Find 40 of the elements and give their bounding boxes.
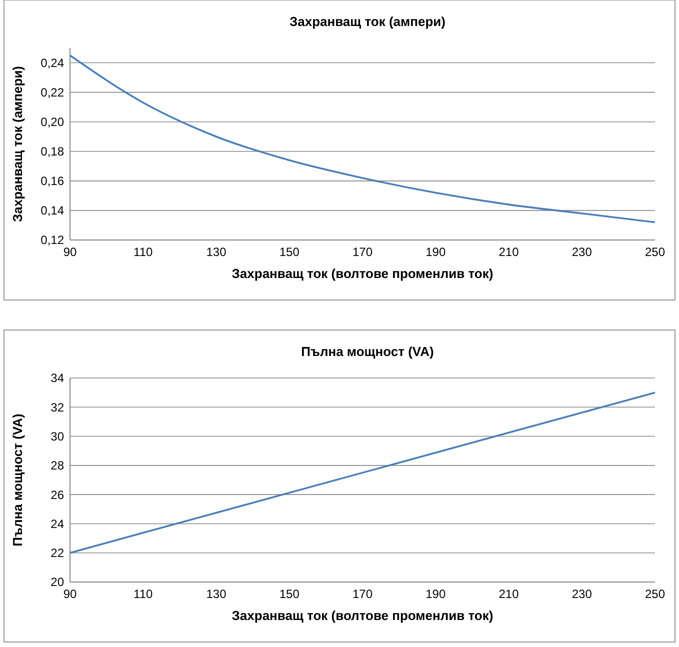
x-tick-label: 250 — [644, 587, 666, 601]
x-tick-label: 110 — [134, 245, 154, 259]
x-tick-label: 130 — [206, 245, 227, 259]
x-tick-label: 170 — [352, 245, 373, 259]
chart-title: Захранващ ток (ампери) — [289, 14, 446, 29]
x-axis-title: Захранващ ток (волтове променлив ток) — [232, 608, 494, 623]
x-tick-label: 210 — [498, 587, 520, 601]
y-tick-label: 32 — [50, 400, 64, 414]
x-tick-label: 190 — [426, 587, 446, 601]
y-tick-label: 26 — [50, 488, 64, 502]
x-tick-label: 210 — [498, 245, 520, 259]
y-tick-label: 0,22 — [40, 86, 64, 100]
y-tick-label: 34 — [50, 371, 64, 386]
line-series — [69, 54, 656, 224]
x-tick-label: 150 — [279, 245, 300, 259]
y-tick-label: 20 — [50, 575, 64, 590]
y-axis-title: Захранващ ток (ампери) — [10, 66, 25, 222]
y-tick-label: 22 — [50, 546, 64, 560]
x-tick-label: 190 — [426, 245, 446, 259]
x-tick-label: 150 — [279, 587, 300, 601]
y-tick-label: 28 — [50, 458, 64, 473]
y-tick-label: 0,18 — [40, 144, 64, 159]
y-tick-label: 0,12 — [40, 233, 64, 248]
y-tick-label: 0,24 — [40, 56, 64, 70]
x-tick-label: 90 — [63, 587, 77, 601]
y-axis-title: Пълна мощност (VA) — [10, 414, 25, 546]
y-tick-label: 0,16 — [40, 174, 64, 188]
x-tick-label: 90 — [63, 245, 77, 259]
y-tick-label: 24 — [50, 516, 64, 531]
x-tick-label: 230 — [572, 587, 592, 601]
x-tick-label: 110 — [134, 587, 154, 601]
y-tick-label: 0,20 — [40, 115, 64, 130]
x-tick-label: 130 — [206, 587, 227, 601]
y-tick-label: 0,14 — [40, 204, 64, 218]
x-tick-label: 230 — [572, 245, 592, 259]
chart-title: Пълна мощност (VA) — [301, 344, 434, 359]
y-tick-label: 30 — [50, 429, 64, 444]
x-tick-label: 170 — [352, 587, 373, 601]
x-tick-label: 250 — [644, 245, 666, 259]
x-axis-title: Захранващ ток (волтове променлив ток) — [232, 266, 494, 281]
